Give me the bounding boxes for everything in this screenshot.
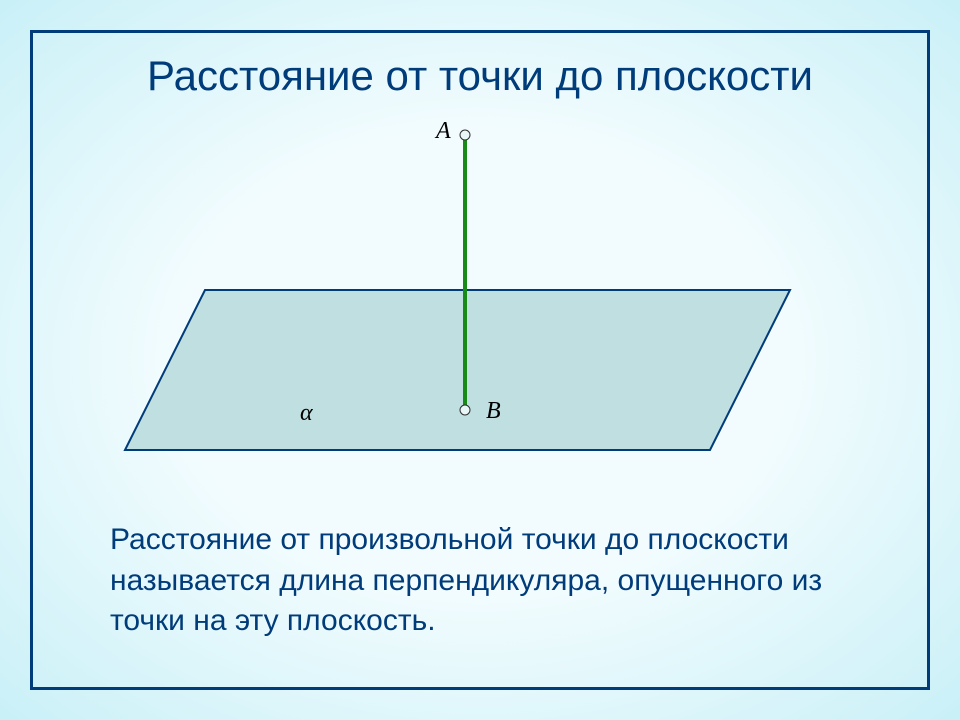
slide: Расстояние от точки до плоскости A B α Р…: [0, 0, 960, 720]
definition-text: Расстояние от произвольной точки до плос…: [110, 520, 890, 642]
label-b: B: [486, 398, 501, 425]
slide-title: Расстояние от точки до плоскости: [30, 52, 930, 100]
plane-alpha: [125, 290, 790, 450]
label-alpha: α: [300, 400, 313, 427]
point-b: [460, 405, 470, 415]
geometry-diagram: [90, 115, 870, 495]
label-a: A: [436, 118, 451, 145]
point-a: [460, 130, 470, 140]
